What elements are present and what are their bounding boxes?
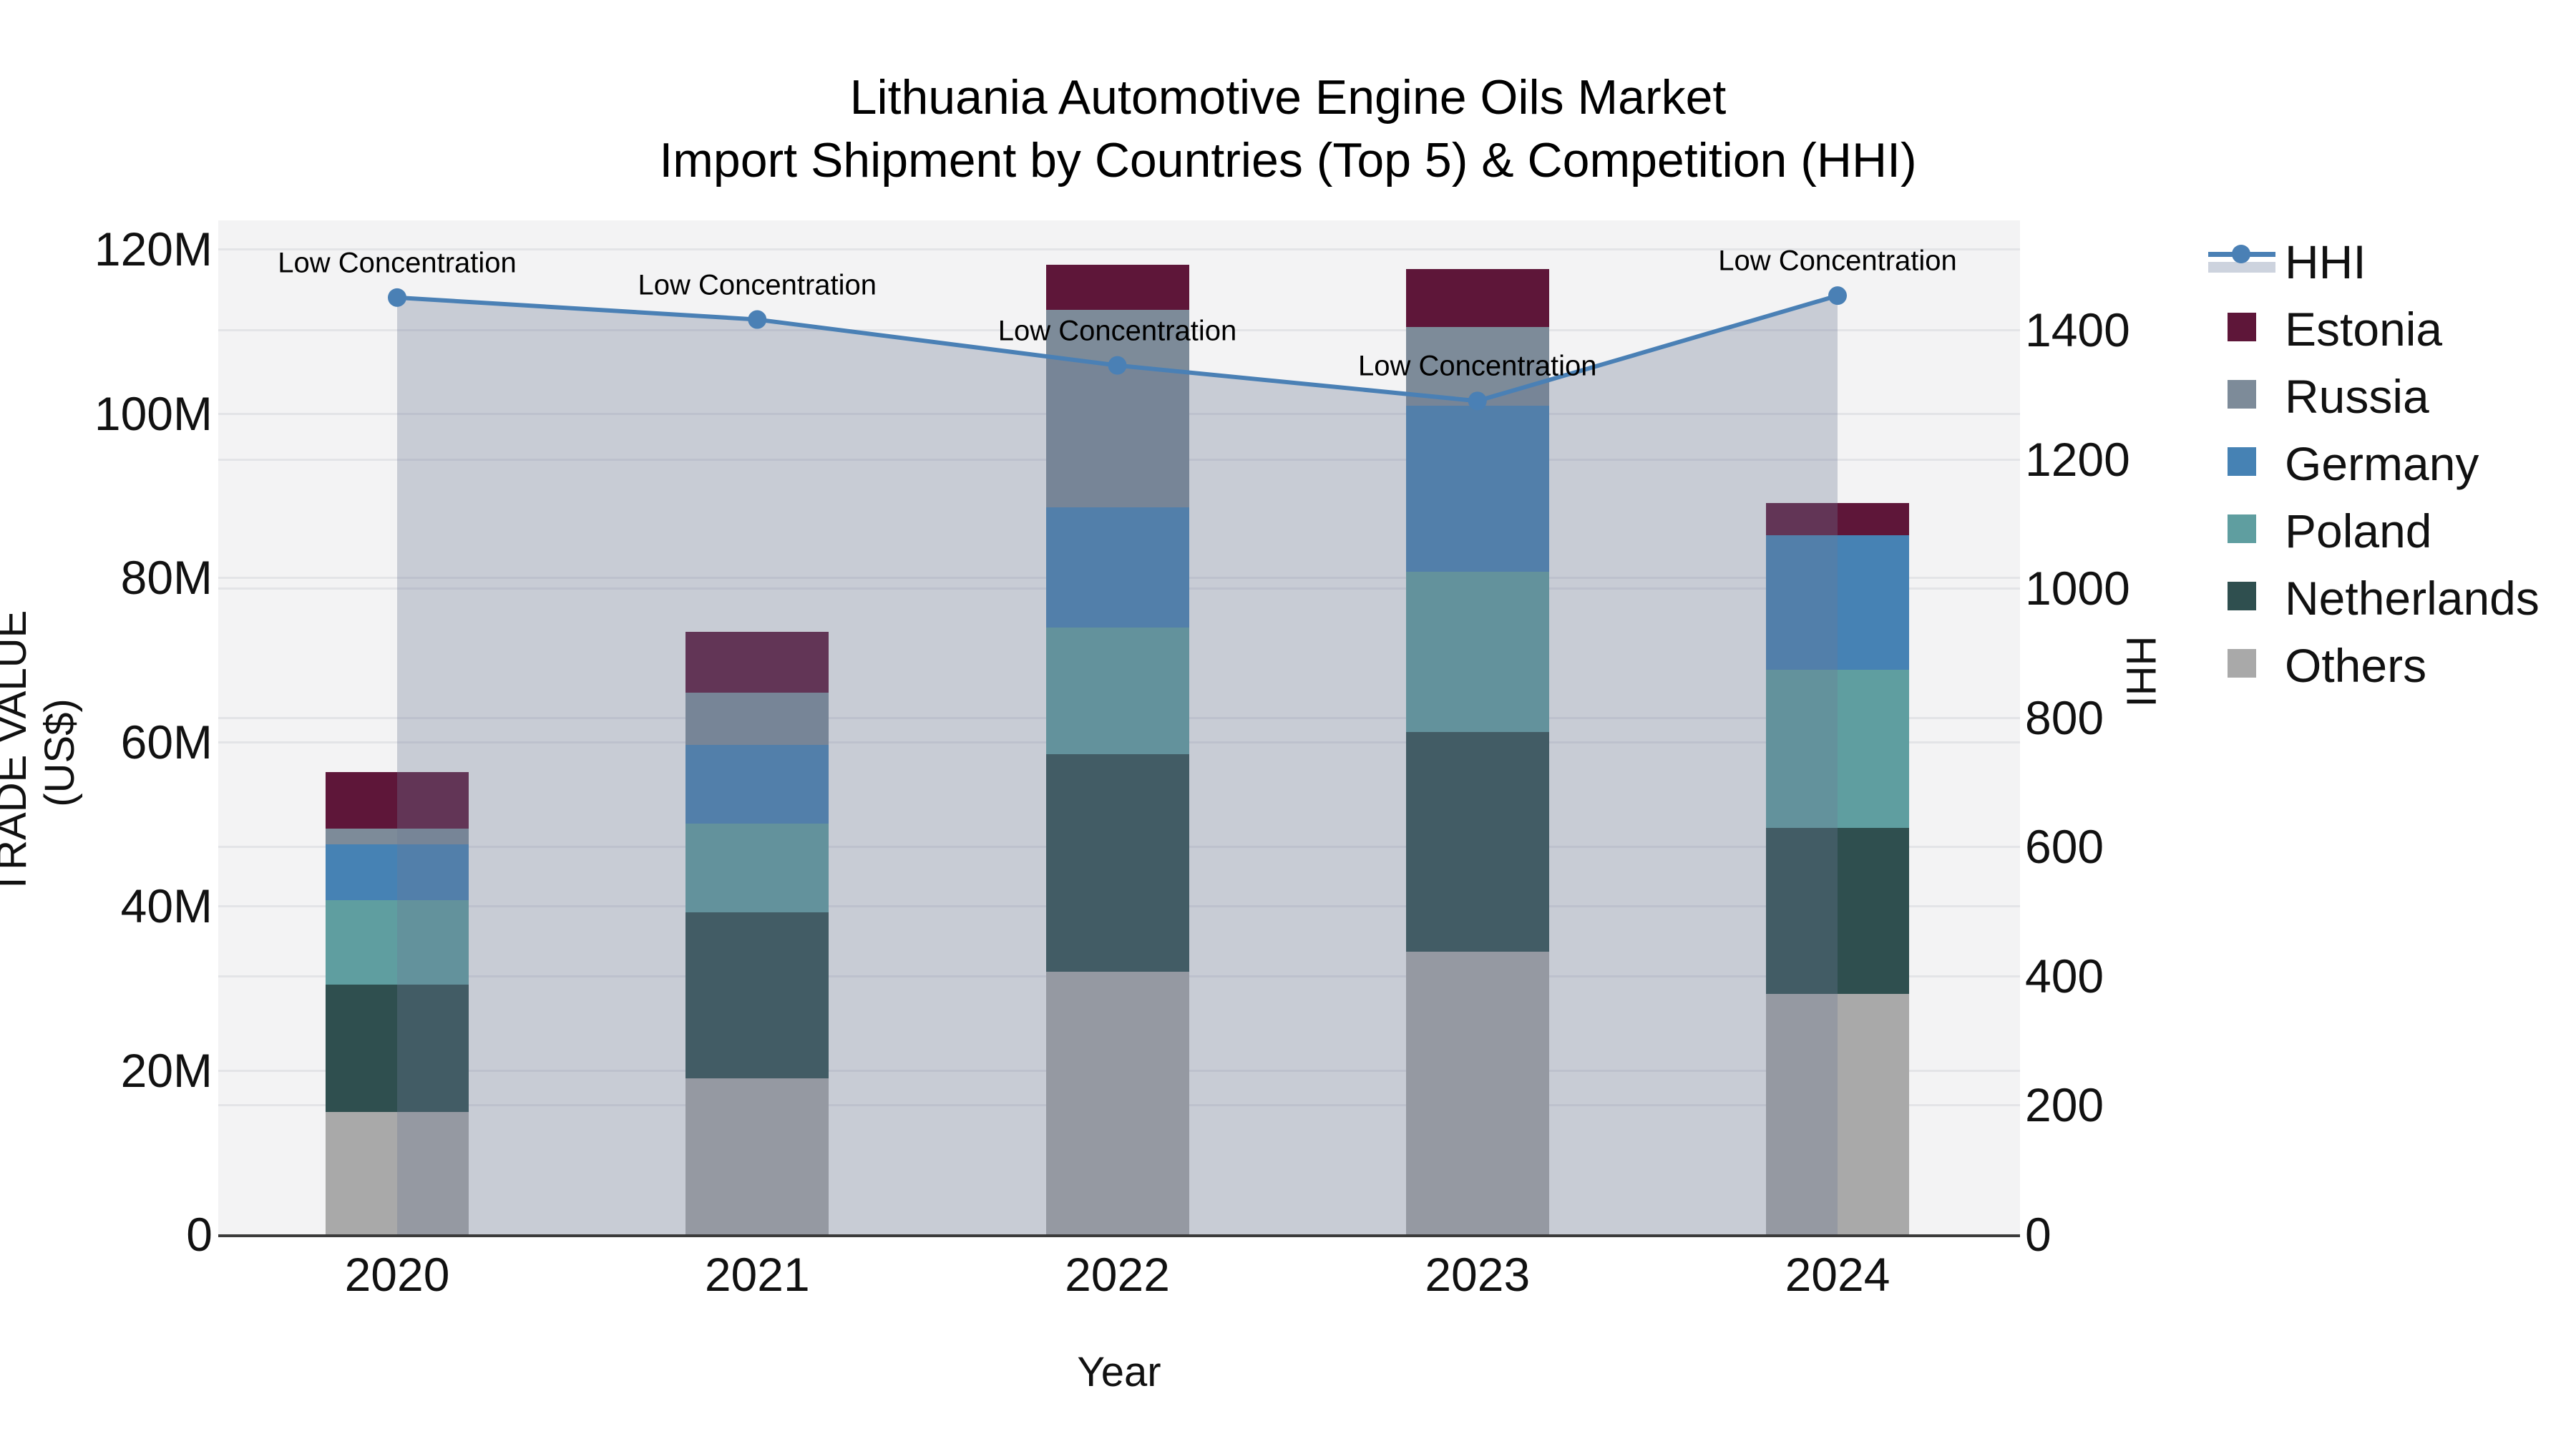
bar-segment-russia-2021[interactable] bbox=[686, 692, 829, 746]
bar-segment-poland-2023[interactable] bbox=[1405, 571, 1549, 732]
hhi-legend-sample-icon bbox=[2208, 245, 2275, 274]
bar-segment-netherlands-2020[interactable] bbox=[326, 985, 469, 1113]
bar-segment-others-2021[interactable] bbox=[686, 1078, 829, 1234]
bar-segment-russia-2020[interactable] bbox=[326, 829, 469, 844]
y-right-tick-800: 800 bbox=[2025, 691, 2104, 744]
bar-segment-others-2024[interactable] bbox=[1766, 993, 1909, 1234]
x-tick-2020: 2020 bbox=[344, 1248, 450, 1301]
x-tick-2024: 2024 bbox=[1785, 1248, 1890, 1301]
legend-swatch-germany bbox=[2228, 447, 2256, 476]
y-left-tick-80M: 80M bbox=[120, 551, 213, 604]
legend-label-hhi: HHI bbox=[2285, 235, 2366, 288]
bar-segment-germany-2021[interactable] bbox=[686, 745, 829, 824]
bar-segment-germany-2023[interactable] bbox=[1405, 406, 1549, 572]
bar-segment-netherlands-2024[interactable] bbox=[1766, 827, 1909, 994]
hhi-marker-2021[interactable] bbox=[748, 310, 767, 329]
y-right-tick-600: 600 bbox=[2025, 820, 2104, 874]
x-tick-2023: 2023 bbox=[1425, 1248, 1531, 1301]
y-left-tick-60M: 60M bbox=[120, 715, 213, 769]
bar-segment-poland-2024[interactable] bbox=[1766, 669, 1909, 828]
y-axis-title-right: HHI bbox=[2117, 635, 2165, 708]
legend-swatch-netherlands bbox=[2228, 582, 2256, 610]
legend-label-germany: Germany bbox=[2285, 437, 2479, 490]
annotation-2023: Low Concentration bbox=[1357, 350, 1597, 382]
bar-segment-poland-2022[interactable] bbox=[1045, 627, 1189, 754]
chart-title-block: Lithuania Automotive Engine Oils Market … bbox=[0, 66, 2576, 192]
y-axis-title-left: TRADE VALUE (US$) bbox=[0, 610, 83, 896]
chart-title-line2: Import Shipment by Countries (Top 5) & C… bbox=[659, 133, 1917, 187]
legend-swatch-russia bbox=[2228, 380, 2256, 409]
x-tick-2021: 2021 bbox=[704, 1248, 810, 1301]
y-left-tick-0: 0 bbox=[186, 1208, 213, 1261]
y-right-tick-1400: 1400 bbox=[2025, 303, 2130, 356]
bar-segment-estonia-2021[interactable] bbox=[686, 631, 829, 693]
y-left-tick-100M: 100M bbox=[94, 386, 213, 440]
y-left-tick-20M: 20M bbox=[120, 1043, 213, 1097]
bar-segment-poland-2021[interactable] bbox=[686, 824, 829, 913]
x-tick-2022: 2022 bbox=[1065, 1248, 1170, 1301]
y-left-tick-40M: 40M bbox=[120, 879, 213, 932]
gridline-left-120M bbox=[218, 248, 2020, 250]
y-right-tick-1200: 1200 bbox=[2025, 432, 2130, 486]
hhi-legend-marker-dot bbox=[2232, 245, 2250, 263]
bar-segment-others-2020[interactable] bbox=[326, 1112, 469, 1234]
bar-segment-germany-2024[interactable] bbox=[1766, 535, 1909, 670]
bar-segment-others-2022[interactable] bbox=[1045, 971, 1189, 1234]
legend-label-others: Others bbox=[2285, 639, 2427, 692]
bar-segment-others-2023[interactable] bbox=[1405, 952, 1549, 1234]
bar-segment-estonia-2024[interactable] bbox=[1766, 502, 1909, 536]
bar-segment-estonia-2020[interactable] bbox=[326, 771, 469, 829]
y-left-tick-120M: 120M bbox=[94, 223, 213, 275]
hhi-marker-2020[interactable] bbox=[388, 288, 406, 307]
legend-label-poland: Poland bbox=[2285, 504, 2432, 557]
x-axis-title: Year bbox=[1077, 1349, 1161, 1395]
hhi-marker-2024[interactable] bbox=[1828, 286, 1847, 306]
chart-title-line1: Lithuania Automotive Engine Oils Market bbox=[849, 70, 1727, 125]
bar-segment-germany-2020[interactable] bbox=[326, 844, 469, 900]
legend-label-russia: Russia bbox=[2285, 370, 2429, 423]
x-axis-line bbox=[218, 1234, 2020, 1237]
y-right-tick-0: 0 bbox=[2025, 1208, 2051, 1261]
legend-swatch-estonia bbox=[2228, 313, 2256, 341]
annotation-2022: Low Concentration bbox=[997, 315, 1237, 347]
y-right-tick-400: 400 bbox=[2025, 949, 2104, 1002]
bar-segment-netherlands-2023[interactable] bbox=[1405, 731, 1549, 952]
legend-label-estonia: Estonia bbox=[2285, 303, 2443, 356]
legend-swatch-others bbox=[2228, 649, 2256, 678]
legend-swatch-poland bbox=[2228, 514, 2256, 543]
bar-segment-germany-2022[interactable] bbox=[1045, 507, 1189, 628]
y-right-tick-200: 200 bbox=[2025, 1078, 2104, 1132]
bar-segment-estonia-2022[interactable] bbox=[1045, 264, 1189, 310]
bar-segment-netherlands-2022[interactable] bbox=[1045, 753, 1189, 972]
bar-segment-poland-2020[interactable] bbox=[326, 899, 469, 985]
annotation-2020: Low Concentration bbox=[278, 247, 517, 279]
bar-segment-netherlands-2021[interactable] bbox=[686, 912, 829, 1078]
y-right-tick-1000: 1000 bbox=[2025, 562, 2130, 615]
legend-label-netherlands: Netherlands bbox=[2285, 572, 2540, 625]
plot-area: Low Concentration Low Concentration Low Co… bbox=[218, 220, 2020, 1234]
annotation-2024: Low Concentration bbox=[1718, 245, 1957, 277]
annotation-2021: Low Concentration bbox=[638, 269, 877, 301]
bar-segment-estonia-2023[interactable] bbox=[1405, 268, 1549, 327]
hhi-legend-band bbox=[2208, 262, 2275, 273]
